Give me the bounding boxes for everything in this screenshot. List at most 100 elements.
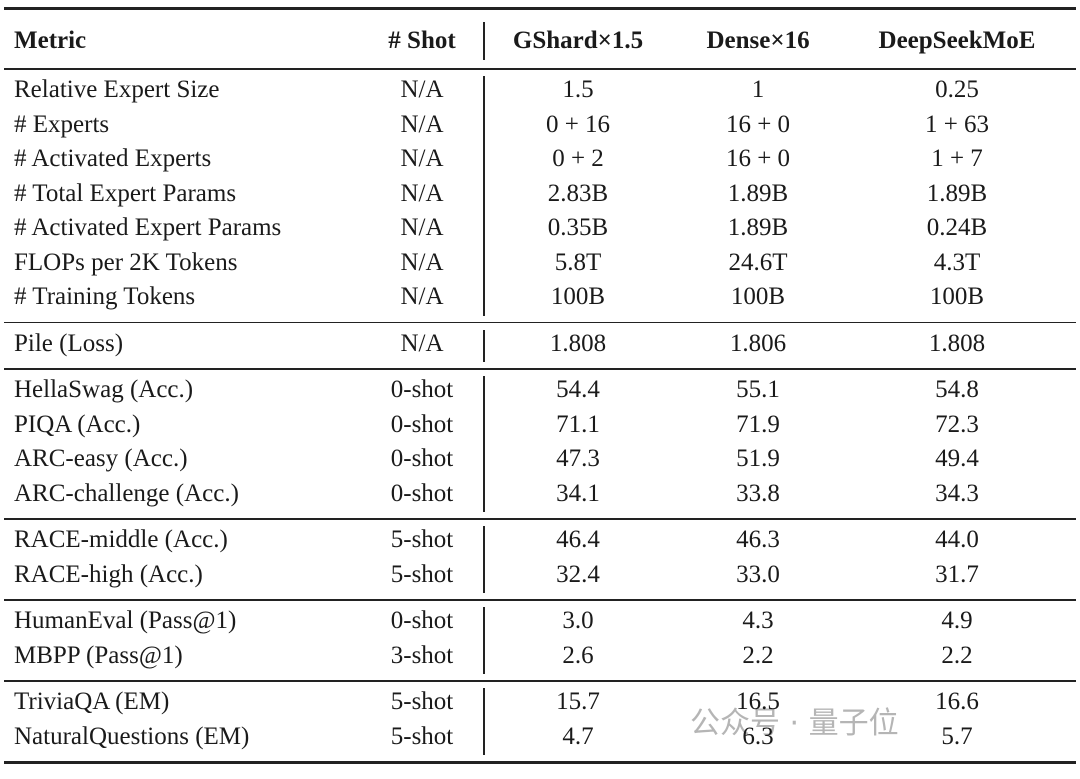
watermark: 公众号 · 量子位	[690, 706, 899, 741]
cell-value: N/A	[400, 283, 444, 311]
column-header: GShard×1.5	[512, 27, 644, 54]
cell-value: 71.9	[736, 410, 780, 438]
cell-value: N/A	[400, 329, 444, 357]
cell-value: 33.8	[736, 479, 780, 507]
cell-value: 33.0	[736, 560, 780, 588]
row-label: Relative Expert Size	[14, 76, 220, 104]
cell-value: 34.1	[556, 479, 600, 507]
row-label: # Activated Expert Params	[14, 214, 282, 242]
row-label: FLOPs per 2K Tokens	[14, 248, 238, 276]
row-rule	[4, 599, 1076, 601]
cell-value: 0-shot	[390, 445, 454, 473]
cell-value: 0.35B	[547, 214, 609, 242]
cell-value: 0-shot	[390, 376, 454, 404]
cell-value: 0-shot	[390, 479, 454, 507]
cell-value: 4.3T	[933, 248, 981, 276]
cell-value: N/A	[400, 76, 444, 104]
cell-value: 1.808	[928, 329, 986, 357]
cell-value: 1.89B	[727, 214, 789, 242]
column-divider	[483, 329, 485, 362]
cell-value: 44.0	[935, 526, 979, 554]
cell-value: 54.4	[556, 376, 600, 404]
cell-value: N/A	[400, 248, 444, 276]
cell-value: N/A	[400, 179, 444, 207]
cell-value: 49.4	[935, 445, 979, 473]
cell-value: 0.25	[935, 76, 979, 104]
cell-value: 5-shot	[390, 722, 454, 750]
row-label: ARC-easy (Acc.)	[14, 445, 188, 473]
cell-value: 100B	[730, 283, 786, 311]
cell-value: 0 + 16	[545, 110, 611, 138]
column-divider	[483, 22, 485, 60]
cell-value: 32.4	[556, 560, 600, 588]
cell-value: 1.89B	[727, 179, 789, 207]
row-label: HellaSwag (Acc.)	[14, 376, 194, 404]
cell-value: 46.4	[556, 526, 600, 554]
row-label: # Experts	[14, 110, 110, 138]
cell-value: 5-shot	[390, 526, 454, 554]
column-divider	[483, 376, 485, 512]
cell-value: 31.7	[935, 560, 979, 588]
cell-value: 4.9	[941, 607, 973, 635]
column-header: DeepSeekMoE	[878, 27, 1036, 54]
cell-value: 100B	[550, 283, 606, 311]
cell-value: 100B	[929, 283, 985, 311]
cell-value: 16.5	[736, 688, 780, 716]
cell-value: 54.8	[935, 376, 979, 404]
cell-value: 5.7	[941, 722, 973, 750]
column-header: # Shot	[388, 27, 456, 54]
cell-value: 47.3	[556, 445, 600, 473]
cell-value: 24.6T	[728, 248, 788, 276]
cell-value: 2.2	[941, 641, 973, 669]
row-label: # Training Tokens	[14, 283, 196, 311]
cell-value: 3.0	[562, 607, 594, 635]
row-label: NaturalQuestions (EM)	[14, 722, 250, 750]
cell-value: 5.8T	[554, 248, 602, 276]
column-divider	[483, 688, 485, 755]
row-rule	[4, 368, 1076, 370]
cell-value: 16 + 0	[725, 145, 791, 173]
row-label: Pile (Loss)	[14, 329, 124, 357]
cell-value: 46.3	[736, 526, 780, 554]
cell-value: 2.2	[742, 641, 774, 669]
cell-value: 34.3	[935, 479, 979, 507]
cell-value: 6.3	[742, 722, 774, 750]
row-rule	[4, 680, 1076, 682]
cell-value: N/A	[400, 214, 444, 242]
column-header: Metric	[14, 27, 87, 54]
row-label: # Activated Experts	[14, 145, 212, 173]
cell-value: 16.6	[935, 688, 979, 716]
cell-value: 0 + 2	[552, 145, 604, 173]
cell-value: 55.1	[736, 376, 780, 404]
row-rule	[4, 321, 1076, 323]
cell-value: N/A	[400, 145, 444, 173]
column-header: Dense×16	[706, 27, 810, 54]
cell-value: 15.7	[556, 688, 600, 716]
cell-value: 0-shot	[390, 410, 454, 438]
cell-value: 1 + 7	[931, 145, 983, 173]
cell-value: 72.3	[935, 410, 979, 438]
cell-value: 2.6	[562, 641, 594, 669]
cell-value: N/A	[400, 110, 444, 138]
cell-value: 71.1	[556, 410, 600, 438]
column-divider	[483, 526, 485, 593]
cell-value: 5-shot	[390, 688, 454, 716]
row-label: HumanEval (Pass@1)	[14, 607, 237, 635]
row-label: MBPP (Pass@1)	[14, 641, 183, 669]
cell-value: 0.24B	[926, 214, 988, 242]
cell-value: 1.5	[562, 76, 594, 104]
cell-value: 4.7	[562, 722, 594, 750]
cell-value: 5-shot	[390, 560, 454, 588]
cell-value: 16 + 0	[725, 110, 791, 138]
row-rule	[4, 761, 1076, 764]
row-label: ARC-challenge (Acc.)	[14, 479, 239, 507]
cell-value: 4.3	[742, 607, 774, 635]
cell-value: 1.89B	[926, 179, 988, 207]
cell-value: 1 + 63	[924, 110, 990, 138]
column-divider	[483, 607, 485, 674]
row-rule	[4, 518, 1076, 520]
cell-value: 51.9	[736, 445, 780, 473]
row-rule	[4, 68, 1076, 70]
column-divider	[483, 76, 485, 316]
